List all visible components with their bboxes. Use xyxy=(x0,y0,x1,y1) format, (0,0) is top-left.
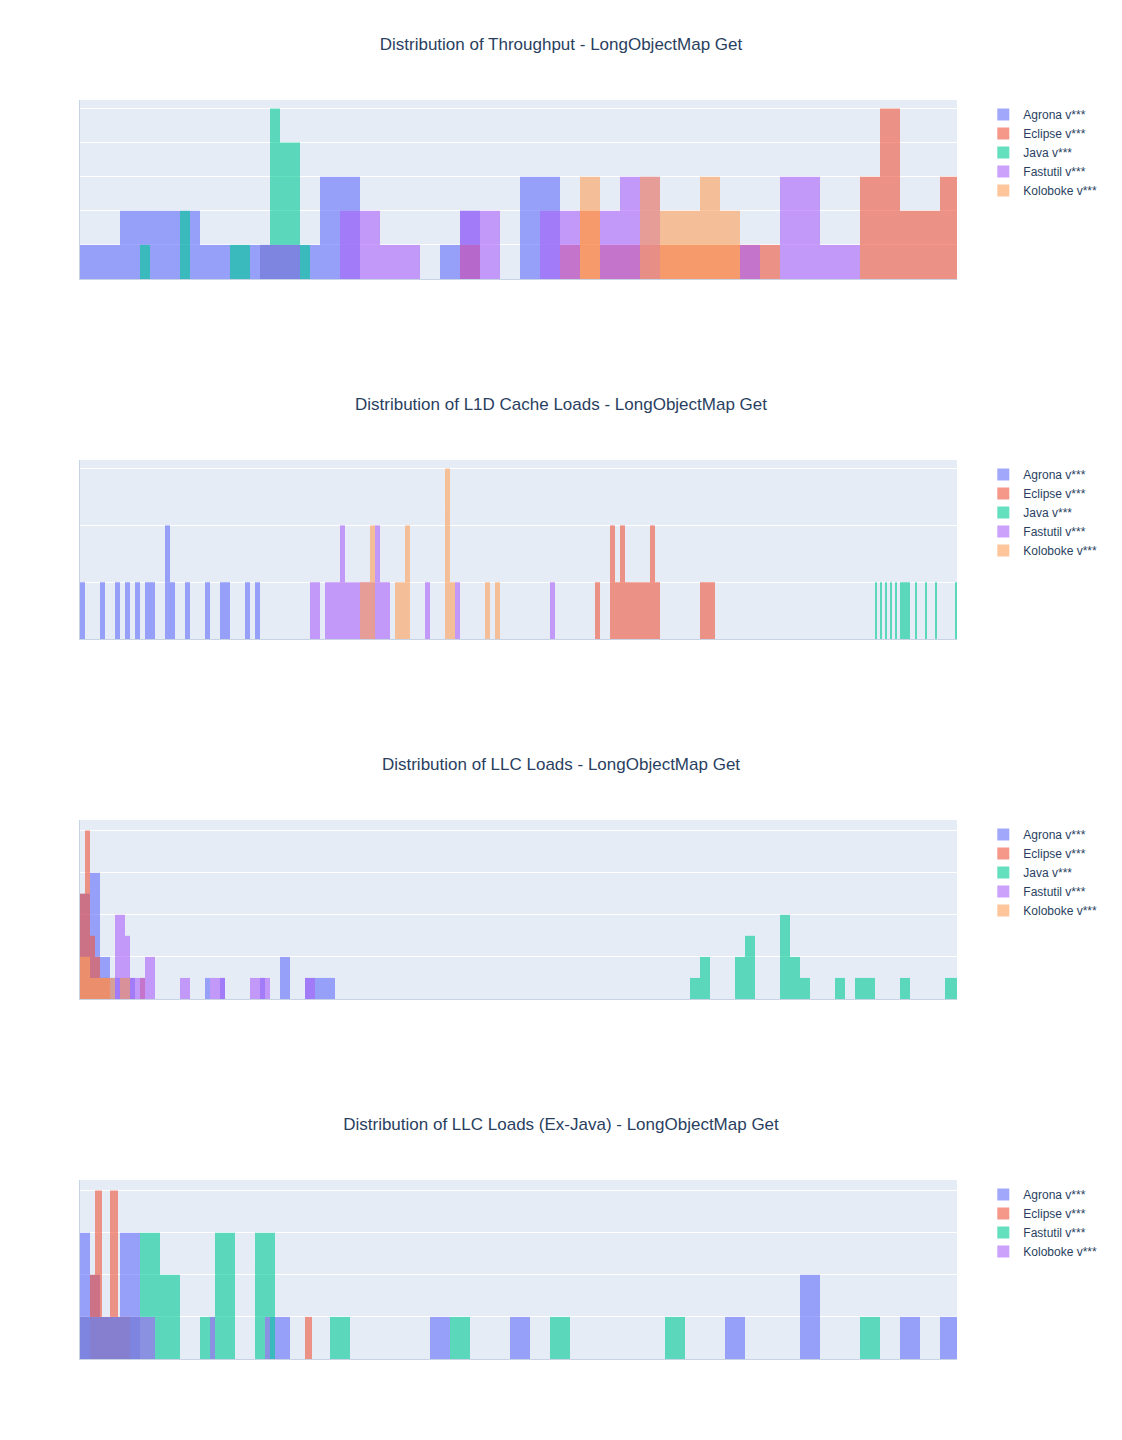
svg-text:Agrona v***: Agrona v*** xyxy=(1023,828,1085,842)
svg-text:Eclipse v***: Eclipse v*** xyxy=(1023,127,1085,141)
svg-text:Agrona v***: Agrona v*** xyxy=(1023,108,1085,122)
svg-text:Koloboke v***: Koloboke v*** xyxy=(1023,544,1097,558)
svg-text:Fastutil v***: Fastutil v*** xyxy=(1023,1226,1085,1240)
svg-text:Eclipse v***: Eclipse v*** xyxy=(1023,847,1085,861)
svg-text:Distribution of LLC Loads (Ex-: Distribution of LLC Loads (Ex-Java) - Lo… xyxy=(343,1115,779,1134)
svg-text:Koloboke v***: Koloboke v*** xyxy=(1023,184,1097,198)
svg-text:Koloboke v***: Koloboke v*** xyxy=(1023,904,1097,918)
svg-text:Fastutil v***: Fastutil v*** xyxy=(1023,165,1085,179)
svg-text:Distribution of L1D Cache Load: Distribution of L1D Cache Loads - LongOb… xyxy=(355,395,767,414)
svg-text:Fastutil v***: Fastutil v*** xyxy=(1023,525,1085,539)
svg-text:Java v***: Java v*** xyxy=(1023,866,1072,880)
svg-text:Distribution of Throughput - L: Distribution of Throughput - LongObjectM… xyxy=(380,35,743,54)
svg-text:Koloboke v***: Koloboke v*** xyxy=(1023,1245,1097,1259)
svg-text:Distribution of LLC Loads - Lo: Distribution of LLC Loads - LongObjectMa… xyxy=(382,755,740,774)
svg-text:Fastutil v***: Fastutil v*** xyxy=(1023,885,1085,899)
svg-text:Java v***: Java v*** xyxy=(1023,146,1072,160)
svg-text:Agrona v***: Agrona v*** xyxy=(1023,468,1085,482)
svg-text:Eclipse v***: Eclipse v*** xyxy=(1023,1207,1085,1221)
svg-text:Java v***: Java v*** xyxy=(1023,506,1072,520)
svg-text:Eclipse v***: Eclipse v*** xyxy=(1023,487,1085,501)
svg-text:Agrona v***: Agrona v*** xyxy=(1023,1188,1085,1202)
